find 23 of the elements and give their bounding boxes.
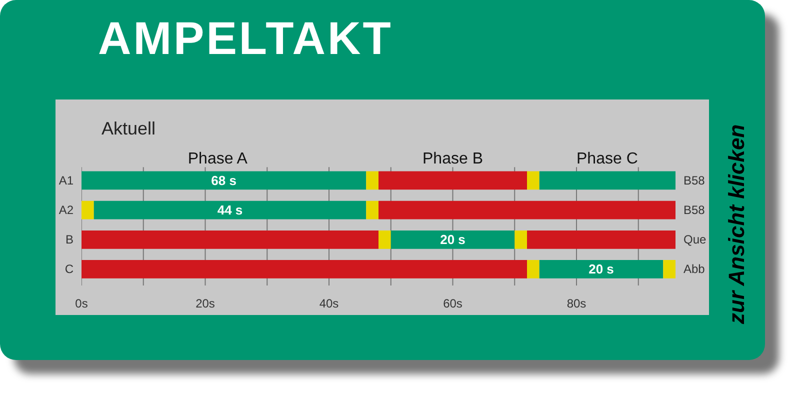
x-tick-label: 20s	[196, 296, 215, 310]
y-tick-label: A2	[58, 203, 74, 218]
annotation: 20 s	[588, 262, 614, 277]
text: B58	[684, 203, 706, 218]
annotation: 44 s	[217, 202, 243, 218]
text: zur Ansicht klicken	[723, 124, 750, 324]
x-tick-label: 80s	[566, 296, 586, 310]
x-tick-label: 0s	[75, 296, 88, 310]
y-tick-label: A1	[58, 173, 74, 188]
chart-subtitle: Aktuell	[102, 118, 156, 138]
text: B58	[684, 173, 706, 188]
x-tick-label: 60s	[443, 296, 462, 310]
x-tick-label: 40s	[319, 296, 339, 310]
annotation: 68 s	[211, 172, 236, 188]
annotation: Phase A	[188, 150, 248, 168]
text: Que	[684, 232, 707, 247]
annotation: Phase B	[422, 150, 483, 168]
annotation: Phase C	[576, 150, 638, 168]
y-tick-label: B	[65, 232, 74, 247]
chart-title: AMPELTAKT	[98, 11, 393, 66]
annotation: 20 s	[440, 232, 466, 248]
y-tick-label: C	[64, 262, 74, 276]
text: Abb	[684, 262, 706, 276]
